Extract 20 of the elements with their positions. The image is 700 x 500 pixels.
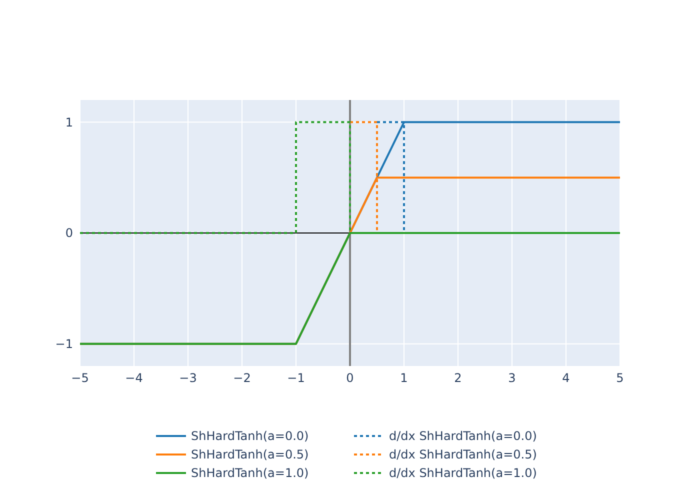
x-tick-label: −5	[71, 371, 89, 385]
legend-label: ShHardTanh(a=1.0)	[191, 466, 309, 480]
legend-label: d/dx ShHardTanh(a=0.5)	[389, 448, 537, 462]
legend-label: d/dx ShHardTanh(a=0.0)	[389, 429, 537, 444]
x-tick-label: −1	[287, 371, 305, 385]
y-tick-label: 1	[65, 115, 73, 130]
y-tick-label: −1	[55, 337, 73, 352]
x-tick-label: 5	[616, 371, 624, 385]
legend-label: ShHardTanh(a=0.0)	[191, 429, 309, 444]
x-tick-label: 0	[346, 371, 354, 385]
legend-label: ShHardTanh(a=0.5)	[191, 448, 309, 462]
x-tick-label: 3	[508, 371, 516, 385]
x-tick-label: −2	[233, 371, 251, 385]
x-tick-label: 1	[400, 371, 408, 385]
x-tick-label: −4	[125, 371, 143, 385]
x-tick-label: 2	[454, 371, 462, 385]
x-tick-label: −3	[179, 371, 197, 385]
x-tick-label: 4	[562, 371, 570, 385]
legend-label: d/dx ShHardTanh(a=1.0)	[389, 466, 537, 480]
y-tick-label: 0	[65, 226, 73, 240]
